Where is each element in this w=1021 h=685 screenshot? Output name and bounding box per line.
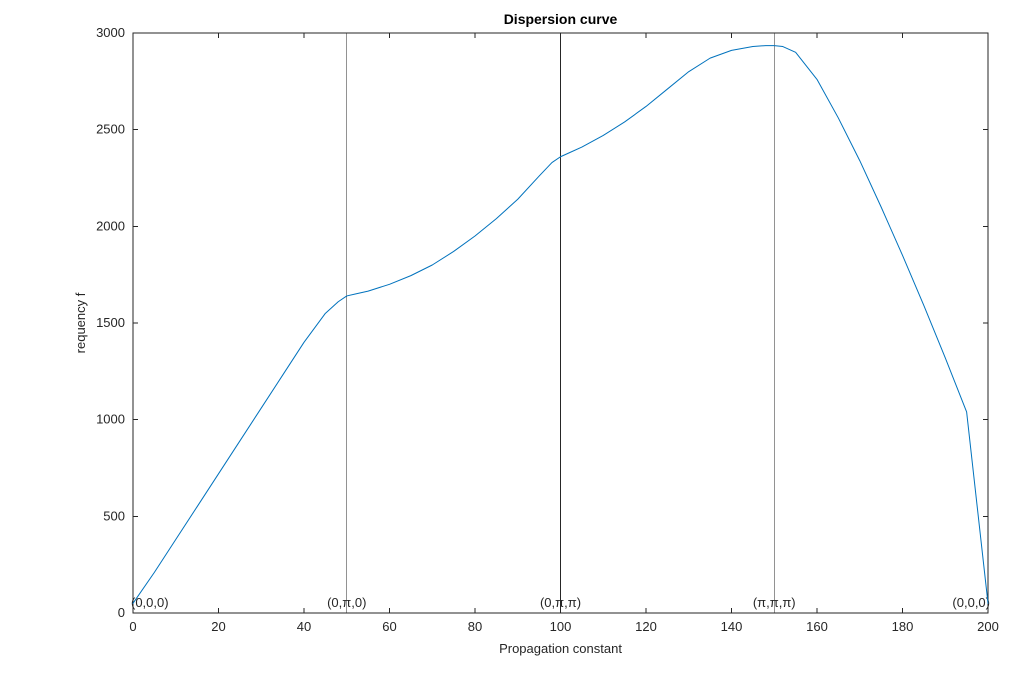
x-tick-label: 80 (468, 619, 482, 634)
x-tick-label: 40 (297, 619, 311, 634)
x-tick-label: 160 (806, 619, 828, 634)
y-tick-label: 2500 (96, 122, 125, 137)
symmetry-point-label: (0,π,0) (327, 595, 366, 610)
x-tick-label: 0 (129, 619, 136, 634)
y-tick-label: 1500 (96, 315, 125, 330)
y-tick-label: 500 (103, 508, 125, 523)
y-tick-label: 2000 (96, 218, 125, 233)
chart-svg: 0204060801001201401601802000500100015002… (0, 0, 1021, 685)
x-tick-label: 200 (977, 619, 999, 634)
dispersion-chart: 0204060801001201401601802000500100015002… (0, 0, 1021, 685)
x-tick-label: 120 (635, 619, 657, 634)
x-tick-label: 100 (550, 619, 572, 634)
symmetry-point-label: (0,0,0) (952, 595, 990, 610)
chart-title: Dispersion curve (504, 11, 618, 27)
y-tick-label: 0 (118, 605, 125, 620)
x-axis-label: Propagation constant (499, 641, 622, 656)
x-tick-label: 180 (892, 619, 914, 634)
y-tick-label: 1000 (96, 412, 125, 427)
x-tick-label: 140 (721, 619, 743, 634)
x-tick-label: 60 (382, 619, 396, 634)
symmetry-point-label: (0,π,π) (540, 595, 581, 610)
symmetry-point-label: (π,π,π) (753, 595, 796, 610)
y-axis-label: requency f (73, 292, 88, 353)
y-tick-label: 3000 (96, 25, 125, 40)
x-tick-label: 20 (211, 619, 225, 634)
